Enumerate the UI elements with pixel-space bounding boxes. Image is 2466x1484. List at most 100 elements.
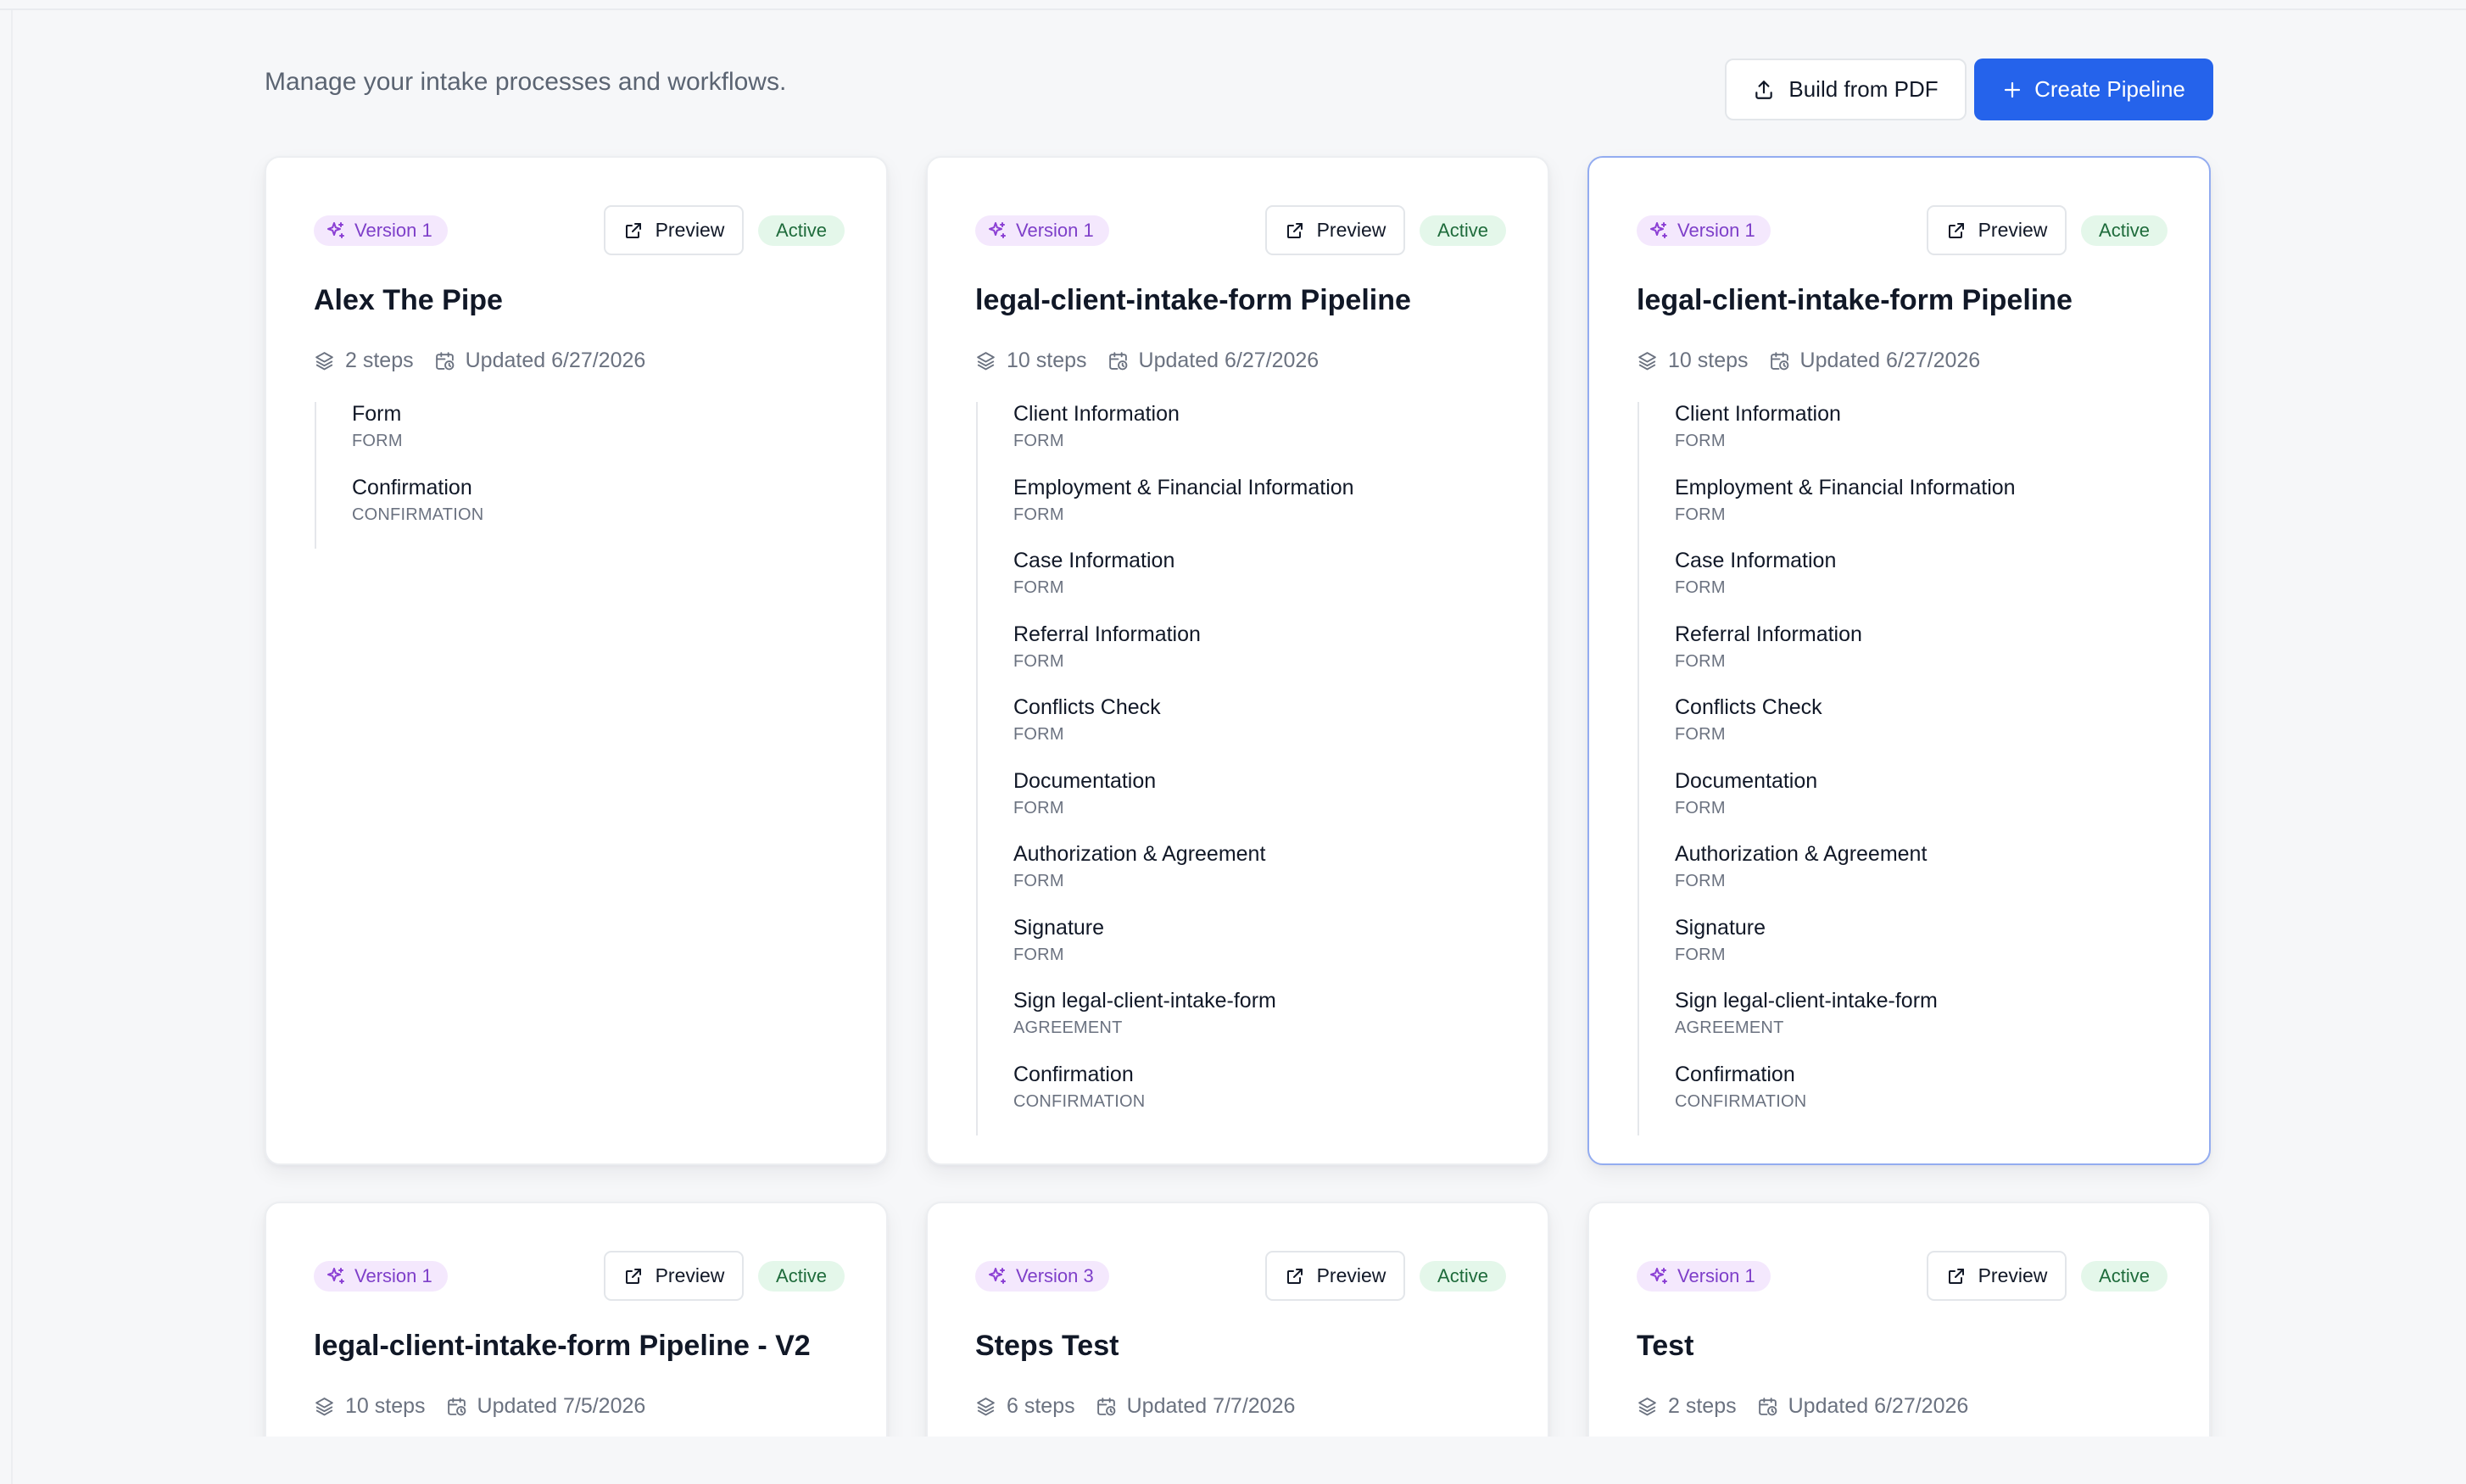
steps-count: 6 steps — [1007, 1394, 1075, 1418]
pipeline-title[interactable]: Steps Test — [975, 1330, 1119, 1362]
pipeline-meta: 6 steps Updated 7/7/2026 — [975, 1394, 1295, 1419]
step-name: Form — [352, 402, 402, 426]
step-name: Employment & Financial Information — [1675, 475, 2016, 499]
step-type: FORM — [1013, 872, 1064, 890]
pipeline-card[interactable]: Version 1 Preview Active Alex The Pipe 2 ste… — [265, 156, 888, 1165]
pipeline-meta: 2 steps Updated 6/27/2026 — [1637, 1394, 1968, 1419]
build-from-pdf-button[interactable]: Build from PDF — [1725, 59, 1967, 120]
preview-label: Preview — [1978, 1264, 2048, 1286]
updated-date: Updated 7/7/2026 — [1126, 1394, 1296, 1418]
pipeline-meta: 10 steps Updated 7/5/2026 — [314, 1394, 645, 1419]
left-divider — [11, 10, 13, 1484]
sparkles-icon — [987, 1266, 1007, 1286]
pipeline-title[interactable]: legal-client-intake-form Pipeline — [975, 284, 1411, 316]
version-label: Version 1 — [1016, 220, 1094, 241]
sparkles-icon — [326, 220, 346, 241]
preview-button[interactable]: Preview — [604, 1251, 744, 1301]
pipeline-card[interactable]: Version 1 Preview Active Test 2 steps Updated… — [1587, 1202, 2211, 1437]
pipeline-meta: 10 steps Updated 6/27/2026 — [975, 349, 1319, 373]
step-item: Employment & Financial Information FORM — [1013, 476, 1354, 550]
pipeline-card[interactable]: Version 1 Preview Active legal-client-intak… — [265, 1202, 888, 1437]
pipeline-title[interactable]: Alex The Pipe — [314, 284, 503, 316]
step-item: Confirmation CONFIRMATION — [1675, 1063, 2016, 1136]
external-link-icon — [1285, 1266, 1305, 1286]
step-item: Conflicts Check FORM — [1675, 695, 2016, 769]
step-type: FORM — [1675, 432, 1726, 450]
pipelines-scroll-area[interactable]: Manage your intake processes and workflo… — [13, 10, 2466, 1437]
calendar-clock-icon — [1107, 350, 1129, 371]
step-type: FORM — [1675, 651, 1726, 671]
step-type: CONFIRMATION — [1675, 1091, 1807, 1111]
layers-icon — [975, 1396, 996, 1417]
preview-button[interactable]: Preview — [1927, 205, 2067, 255]
layers-icon — [314, 350, 335, 371]
preview-button[interactable]: Preview — [604, 205, 744, 255]
step-item: Referral Information FORM — [1675, 622, 2016, 696]
step-item: Sign legal-client-intake-form AGREEMENT — [1675, 989, 2016, 1063]
version-label: Version 1 — [1677, 220, 1755, 241]
step-item: Case Information FORM — [1675, 549, 2016, 622]
step-name: Conflicts Check — [1675, 695, 1822, 719]
version-label: Version 1 — [354, 1265, 432, 1286]
pipeline-card[interactable]: Version 1 Preview Active legal-client-intak… — [926, 156, 1549, 1165]
step-item: Documentation FORM — [1013, 769, 1354, 843]
steps-count: 10 steps — [345, 1394, 426, 1418]
step-item: Confirmation CONFIRMATION — [352, 476, 483, 550]
create-pipeline-button[interactable]: Create Pipeline — [1974, 59, 2213, 120]
version-label: Version 1 — [354, 220, 432, 241]
sparkles-icon — [326, 1266, 346, 1286]
step-type: FORM — [1675, 505, 1726, 524]
step-name: Documentation — [1675, 768, 1818, 793]
step-type: FORM — [1675, 725, 1726, 744]
updated-date: Updated 6/27/2026 — [465, 349, 646, 372]
pipeline-title[interactable]: legal-client-intake-form Pipeline — [1637, 284, 2073, 316]
pipeline-meta: 10 steps Updated 6/27/2026 — [1637, 349, 1980, 373]
step-type: AGREEMENT — [1013, 1018, 1123, 1037]
step-type: CONFIRMATION — [1013, 1091, 1146, 1111]
version-label: Version 3 — [1016, 1265, 1094, 1286]
step-item: Form FORM — [352, 402, 483, 476]
step-type: FORM — [1013, 798, 1064, 817]
step-name: Signature — [1013, 915, 1105, 940]
status-badge: Active — [2081, 1261, 2168, 1292]
calendar-clock-icon — [446, 1396, 467, 1417]
layers-icon — [1637, 1396, 1658, 1417]
preview-label: Preview — [1316, 1264, 1386, 1286]
preview-button[interactable]: Preview — [1265, 205, 1405, 255]
step-type: FORM — [1013, 945, 1064, 964]
step-name: Confirmation — [1013, 1062, 1134, 1086]
status-badge: Active — [758, 215, 845, 246]
step-type: FORM — [1675, 945, 1726, 964]
pipeline-card[interactable]: Version 1 Preview Active legal-client-intak… — [1587, 156, 2211, 1165]
updated-date: Updated 7/5/2026 — [477, 1394, 646, 1418]
status-badge: Active — [1420, 215, 1506, 246]
steps-list: Client Information FORM Employment & Finan… — [976, 402, 1354, 1135]
step-item: Client Information FORM — [1675, 402, 2016, 476]
step-type: CONFIRMATION — [352, 505, 484, 524]
external-link-icon — [1946, 220, 1967, 241]
step-name: Authorization & Agreement — [1013, 842, 1266, 866]
updated-date: Updated 6/27/2026 — [1788, 1394, 1969, 1418]
step-item: Authorization & Agreement FORM — [1013, 842, 1354, 916]
version-badge: Version 3 — [975, 1261, 1109, 1292]
calendar-clock-icon — [1769, 350, 1790, 371]
step-type: FORM — [1013, 651, 1064, 671]
step-type: FORM — [1675, 578, 1726, 597]
external-link-icon — [623, 1266, 644, 1286]
sparkles-icon — [1649, 220, 1669, 241]
pipeline-title[interactable]: Test — [1637, 1330, 1694, 1362]
preview-label: Preview — [1978, 219, 2048, 241]
step-name: Client Information — [1675, 402, 1841, 426]
pipeline-title[interactable]: legal-client-intake-form Pipeline - V2 — [314, 1330, 811, 1362]
external-link-icon — [1946, 1266, 1967, 1286]
page-subtitle: Manage your intake processes and workflo… — [265, 68, 787, 96]
pipeline-card[interactable]: Version 3 Preview Active Steps Test 6 steps U… — [926, 1202, 1549, 1437]
step-type: FORM — [1675, 798, 1726, 817]
status-badge: Active — [1420, 1261, 1506, 1292]
calendar-clock-icon — [1757, 1396, 1778, 1417]
preview-button[interactable]: Preview — [1927, 1251, 2067, 1301]
preview-button[interactable]: Preview — [1265, 1251, 1405, 1301]
version-label: Version 1 — [1677, 1265, 1755, 1286]
step-name: Sign legal-client-intake-form — [1675, 989, 1938, 1013]
step-name: Conflicts Check — [1013, 695, 1161, 719]
